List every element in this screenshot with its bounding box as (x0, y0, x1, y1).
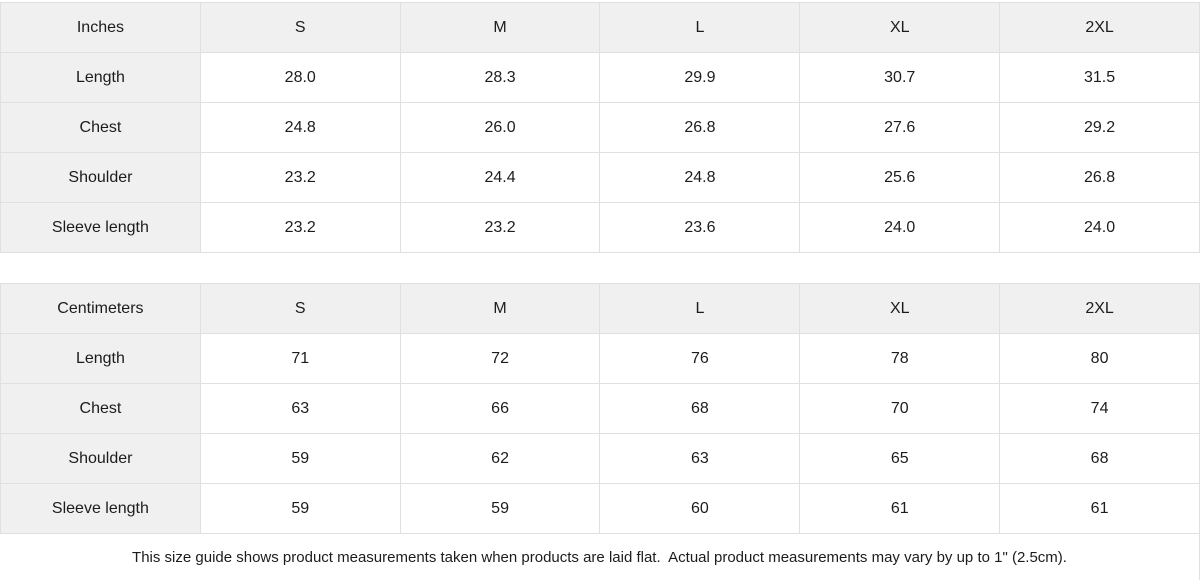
measurement-value-cell: 59 (199, 483, 401, 534)
measurement-value-cell: 29.9 (599, 52, 801, 103)
measurement-label-cell: Shoulder (0, 433, 201, 484)
measurement-value-cell: 80 (999, 333, 1200, 384)
measurement-value-cell: 28.0 (199, 52, 401, 103)
size-header-cell-xl: XL (799, 283, 1001, 334)
size-header-cell-m: M (399, 2, 601, 53)
measurement-value-cell: 29.2 (999, 102, 1200, 153)
measurement-value-cell: 61 (799, 483, 1001, 534)
size-header-cell-l: L (599, 283, 801, 334)
measurement-value-cell: 27.6 (799, 102, 1001, 153)
measurement-value-cell: 23.6 (599, 202, 801, 253)
measurement-value-cell: 28.3 (399, 52, 601, 103)
measurement-value-cell: 59 (199, 433, 401, 484)
size-header-cell-l: L (599, 2, 801, 53)
measurement-value-cell: 68 (999, 433, 1200, 484)
measurement-value-cell: 72 (399, 333, 601, 384)
measurement-label-cell: Sleeve length (0, 202, 201, 253)
measurement-label-cell: Chest (0, 102, 201, 153)
unit-header-cell: Inches (0, 2, 201, 53)
measurement-value-cell: 26.8 (999, 152, 1200, 203)
header-row: Inches S M L XL 2XL (0, 2, 1200, 53)
measurement-value-cell: 24.0 (999, 202, 1200, 253)
size-header-cell-s: S (199, 283, 401, 334)
measurement-value-cell: 24.8 (199, 102, 401, 153)
measurement-value-cell: 23.2 (399, 202, 601, 253)
inches-size-table: Inches S M L XL 2XL Length 28.0 28.3 29.… (0, 2, 1200, 253)
header-row: Centimeters S M L XL 2XL (0, 283, 1200, 334)
measurement-value-cell: 30.7 (799, 52, 1001, 103)
measurement-value-cell: 74 (999, 383, 1200, 434)
table-row-chest: Chest 24.8 26.0 26.8 27.6 29.2 (0, 102, 1200, 153)
measurement-value-cell: 61 (999, 483, 1200, 534)
centimeters-table-header: Centimeters S M L XL 2XL (0, 283, 1200, 334)
table-row-shoulder: Shoulder 23.2 24.4 24.8 25.6 26.8 (0, 152, 1200, 203)
size-header-cell-xl: XL (799, 2, 1001, 53)
table-row-chest: Chest 63 66 68 70 74 (0, 383, 1200, 434)
table-row-sleeve-length: Sleeve length 59 59 60 61 61 (0, 483, 1200, 534)
measurement-value-cell: 63 (199, 383, 401, 434)
measurement-value-cell: 71 (199, 333, 401, 384)
table-spacer (0, 253, 1200, 283)
measurement-label-cell: Sleeve length (0, 483, 201, 534)
size-header-cell-2xl: 2XL (999, 283, 1200, 334)
size-guide-footnote: This size guide shows product measuremen… (0, 534, 1200, 580)
measurement-label-cell: Chest (0, 383, 201, 434)
measurement-value-cell: 26.0 (399, 102, 601, 153)
table-row-length: Length 71 72 76 78 80 (0, 333, 1200, 384)
measurement-label-cell: Length (0, 52, 201, 103)
inches-table-header: Inches S M L XL 2XL (0, 2, 1200, 53)
measurement-value-cell: 31.5 (999, 52, 1200, 103)
measurement-value-cell: 26.8 (599, 102, 801, 153)
measurement-value-cell: 23.2 (199, 152, 401, 203)
measurement-value-cell: 60 (599, 483, 801, 534)
measurement-value-cell: 66 (399, 383, 601, 434)
measurement-value-cell: 59 (399, 483, 601, 534)
centimeters-size-table: Centimeters S M L XL 2XL Length 71 72 76… (0, 283, 1200, 534)
measurement-value-cell: 25.6 (799, 152, 1001, 203)
size-header-cell-2xl: 2XL (999, 2, 1200, 53)
measurement-value-cell: 65 (799, 433, 1001, 484)
size-header-cell-m: M (399, 283, 601, 334)
unit-header-cell: Centimeters (0, 283, 201, 334)
size-header-cell-s: S (199, 2, 401, 53)
measurement-value-cell: 76 (599, 333, 801, 384)
measurement-value-cell: 62 (399, 433, 601, 484)
measurement-value-cell: 70 (799, 383, 1001, 434)
measurement-value-cell: 23.2 (199, 202, 401, 253)
measurement-value-cell: 24.4 (399, 152, 601, 203)
measurement-value-cell: 24.0 (799, 202, 1001, 253)
table-row-length: Length 28.0 28.3 29.9 30.7 31.5 (0, 52, 1200, 103)
measurement-value-cell: 24.8 (599, 152, 801, 203)
measurement-value-cell: 68 (599, 383, 801, 434)
measurement-value-cell: 63 (599, 433, 801, 484)
table-row-shoulder: Shoulder 59 62 63 65 68 (0, 433, 1200, 484)
measurement-label-cell: Length (0, 333, 201, 384)
table-row-sleeve-length: Sleeve length 23.2 23.2 23.6 24.0 24.0 (0, 202, 1200, 253)
measurement-value-cell: 78 (799, 333, 1001, 384)
measurement-label-cell: Shoulder (0, 152, 201, 203)
